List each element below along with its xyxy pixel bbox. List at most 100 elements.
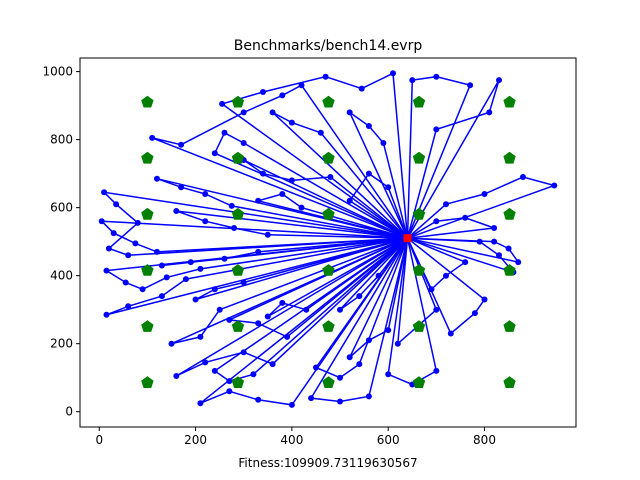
route-line [243,159,408,239]
customer-point [113,201,120,208]
customer-point [163,274,170,281]
customer-point [211,367,218,374]
customer-point [279,92,286,99]
station-marker [231,320,245,332]
customer-point [105,245,112,252]
station-marker [322,376,335,388]
customer-point [313,364,319,371]
x-tick-label: 200 [184,433,207,447]
customer-point [380,140,387,146]
route-line [99,220,408,253]
customer-point [279,299,286,306]
customer-point [154,248,160,255]
customer-point [481,191,488,197]
customer-point [496,252,502,259]
customer-point [125,303,132,310]
customer-point [443,201,449,208]
customer-point [322,73,329,80]
x-tick-label: 400 [280,433,303,447]
customer-point [149,134,156,141]
station-marker [322,151,335,164]
route-line [199,237,409,406]
customer-point [240,349,247,356]
customer-point [394,340,401,347]
customer-point [255,248,262,255]
customer-point [337,398,343,405]
customer-point [173,208,180,214]
customer-point [462,214,469,221]
customer-point [471,310,478,317]
customer-point [327,174,334,180]
customer-point [337,374,343,381]
y-tick-label: 800 [50,133,73,147]
customer-point [375,272,382,279]
x-axis-ticks: 0 200 400 600 800 [95,427,496,447]
customer-point [365,393,372,400]
customer-point [433,73,440,80]
station-marker [141,264,154,276]
customer-point [443,272,449,279]
customer-point [365,123,372,129]
customer-point [447,330,454,337]
customer-point [269,361,276,368]
customer-point [211,286,218,293]
customer-point [182,276,189,283]
customer-point [260,89,266,95]
plot-area [98,70,558,408]
route-line [161,237,408,267]
customer-point [264,231,271,238]
customer-point [298,204,305,211]
station-marker [231,376,245,388]
station-marker [141,151,154,164]
station-marker [141,320,154,332]
customer-point [231,225,238,231]
customer-point [255,197,262,204]
customer-point [385,327,392,334]
customer-point [197,400,204,407]
customer-point [279,191,286,197]
axes-frame [79,57,577,428]
customer-point [240,140,247,146]
customer-point [308,395,315,402]
station-marker [141,376,154,388]
customer-point [125,252,132,259]
route-line [407,176,557,239]
customer-point [356,293,363,300]
customer-point [346,109,353,116]
route-line [156,177,408,239]
customer-point [356,361,363,368]
customer-point [433,306,440,313]
customer-point [433,367,440,374]
customer-point [491,238,498,245]
station-marker [503,151,516,164]
station-marker [503,264,516,276]
customer-point [433,126,440,133]
station-marker [231,207,245,220]
customer-point [385,371,392,378]
route-line [176,210,408,239]
customer-point [515,259,522,266]
customer-point [187,259,194,266]
customer-point [264,313,271,320]
customer-point [226,316,233,323]
customer-point [288,177,295,184]
customer-point [433,218,440,225]
customer-point [158,293,165,300]
customer-point [219,100,226,107]
station-marker [231,95,245,108]
customer-point [103,267,110,274]
customer-point [365,170,372,177]
customer-point [103,311,110,318]
customer-point [154,175,160,182]
customer-point [197,333,204,340]
y-tick-label: 200 [50,337,73,351]
station-marker [231,151,245,164]
customer-point [202,359,209,366]
route-line [175,237,409,377]
chart-title: Benchmarks/bench14.evrp [234,38,423,54]
route-line [106,237,408,316]
customer-point [284,333,291,340]
customer-point [240,279,247,286]
station-marker [503,376,516,388]
